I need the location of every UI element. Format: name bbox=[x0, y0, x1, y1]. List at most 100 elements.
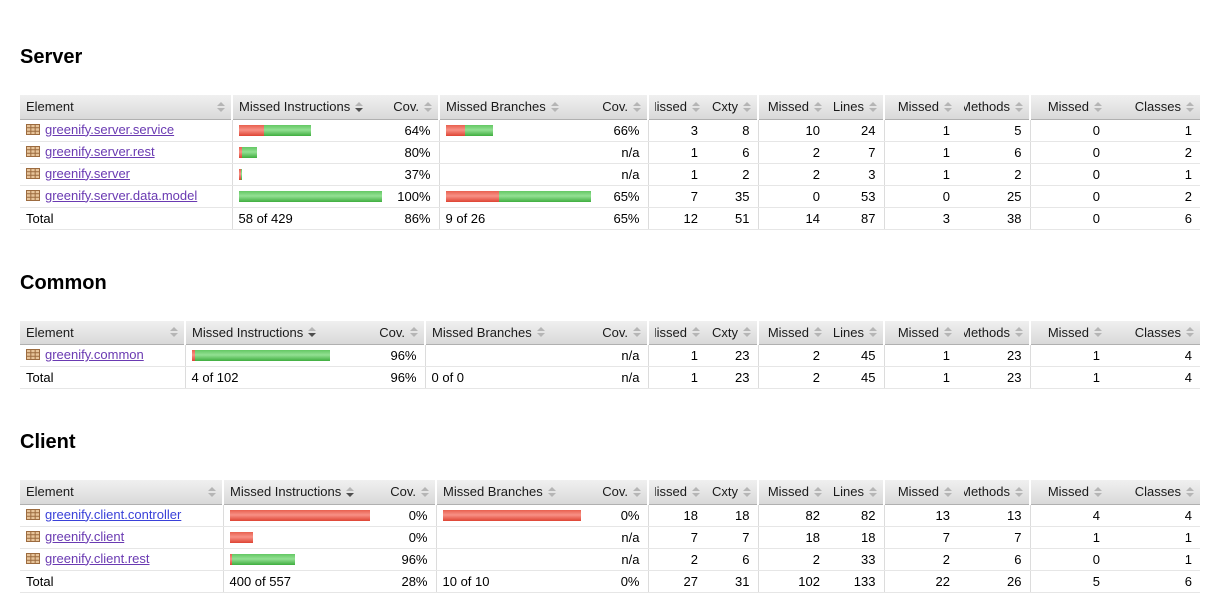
lines: 3 bbox=[828, 163, 884, 186]
classes: 2 bbox=[1108, 185, 1200, 208]
missed-methods: 1 bbox=[883, 141, 958, 164]
col-header-lines[interactable]: Lines bbox=[828, 480, 884, 505]
col-header-missed-lines[interactable]: Missed bbox=[757, 480, 828, 505]
missed-methods: 7 bbox=[883, 526, 958, 549]
instructions-bar-cell bbox=[184, 344, 363, 367]
col-header-methods[interactable]: Methods bbox=[958, 480, 1030, 505]
total-row: Total 4 of 102 96% 0 of 0 n/a 1 23 2 45 … bbox=[20, 366, 1200, 389]
missed-cxty: 7 bbox=[647, 185, 706, 208]
sort-icon bbox=[814, 327, 822, 338]
col-header-element[interactable]: Element bbox=[20, 480, 223, 505]
missed-lines: 18 bbox=[757, 526, 828, 549]
col-header-instruction-cov[interactable]: Cov. bbox=[382, 95, 439, 120]
branches-bar-cell bbox=[438, 163, 591, 186]
missed-lines: 2 bbox=[757, 141, 828, 164]
package-link[interactable]: greenify.client bbox=[45, 528, 125, 544]
col-header-branch-cov[interactable]: Cov. bbox=[583, 320, 648, 345]
col-header-branch-cov[interactable]: Cov. bbox=[591, 480, 648, 505]
covered-bar bbox=[263, 124, 311, 136]
package-link[interactable]: greenify.server.data.model bbox=[45, 187, 198, 203]
missed-classes: 0 bbox=[1029, 141, 1108, 164]
total-missed-lines: 14 bbox=[757, 207, 828, 230]
col-header-cxty[interactable]: Cxty bbox=[706, 480, 758, 505]
col-header-missed-methods[interactable]: Missed bbox=[883, 95, 958, 120]
col-header-missed-instructions[interactable]: Missed Instructions bbox=[184, 320, 363, 345]
package-icon bbox=[26, 508, 40, 524]
col-header-methods[interactable]: Methods bbox=[958, 320, 1030, 345]
coverage-table-common: Element Missed Instructions Cov. Missed … bbox=[20, 320, 1200, 389]
total-methods: 26 bbox=[958, 570, 1030, 593]
col-header-missed-lines[interactable]: Missed bbox=[757, 320, 828, 345]
package-icon bbox=[26, 530, 40, 546]
sort-icon bbox=[944, 101, 952, 112]
package-link[interactable]: greenify.common bbox=[45, 347, 144, 362]
col-header-missed-classes[interactable]: Missed bbox=[1029, 95, 1108, 120]
col-header-element[interactable]: Element bbox=[20, 320, 185, 345]
sort-icon bbox=[633, 327, 641, 338]
sort-icon bbox=[1015, 486, 1023, 497]
package-link[interactable]: greenify.server.service bbox=[45, 121, 175, 137]
col-header-missed-methods[interactable]: Missed bbox=[883, 480, 958, 505]
col-header-methods[interactable]: Methods bbox=[958, 95, 1030, 120]
package-row: greenify.server.data.model 100% 65% 7 35… bbox=[20, 185, 1200, 208]
header-row: Element Missed Instructions Cov. Missed … bbox=[20, 320, 1200, 345]
package-link[interactable]: greenify.server bbox=[45, 165, 131, 181]
col-header-missed-branches[interactable]: Missed Branches bbox=[438, 95, 591, 120]
col-header-missed-instructions[interactable]: Missed Instructions bbox=[222, 480, 378, 505]
col-header-missed-branches[interactable]: Missed Branches bbox=[435, 480, 591, 505]
col-header-missed-instructions[interactable]: Missed Instructions bbox=[231, 95, 382, 120]
col-header-classes[interactable]: Classes bbox=[1108, 95, 1200, 120]
col-header-missed-methods[interactable]: Missed bbox=[883, 320, 958, 345]
instruction-coverage: 80% bbox=[382, 141, 439, 164]
col-header-cxty[interactable]: Cxty bbox=[706, 320, 758, 345]
package-link[interactable]: greenify.server.rest bbox=[45, 143, 155, 159]
cxty: 35 bbox=[706, 185, 758, 208]
missed-cxty: 1 bbox=[647, 163, 706, 186]
missed-methods: 1 bbox=[883, 344, 958, 367]
col-header-classes[interactable]: Classes bbox=[1108, 480, 1200, 505]
section-common: Common Element Missed Instructions Cov. … bbox=[20, 272, 1200, 389]
col-header-missed-classes[interactable]: Missed bbox=[1029, 480, 1108, 505]
package-row: greenify.client 0% n/a 7 7 18 18 7 7 1 1 bbox=[20, 526, 1200, 549]
col-header-instruction-cov[interactable]: Cov. bbox=[363, 320, 425, 345]
instruction-coverage: 100% bbox=[382, 185, 439, 208]
total-missed-instructions: 400 of 557 bbox=[222, 570, 378, 593]
col-header-missed-cxty[interactable]: Missed bbox=[647, 480, 706, 505]
missed-lines: 82 bbox=[757, 504, 828, 527]
package-link[interactable]: greenify.client.controller bbox=[45, 506, 182, 522]
col-header-missed-lines[interactable]: Missed bbox=[757, 95, 828, 120]
instructions-bar-cell bbox=[231, 119, 382, 142]
col-header-branch-cov[interactable]: Cov. bbox=[591, 95, 648, 120]
col-header-cxty[interactable]: Cxty bbox=[706, 95, 758, 120]
total-missed-methods: 22 bbox=[883, 570, 958, 593]
package-icon bbox=[26, 145, 40, 161]
covered-bar bbox=[231, 553, 295, 565]
total-missed-cxty: 1 bbox=[647, 366, 706, 389]
sort-icon bbox=[550, 101, 559, 112]
col-header-missed-cxty[interactable]: Missed bbox=[647, 320, 706, 345]
lines: 53 bbox=[828, 185, 884, 208]
sort-icon bbox=[1094, 327, 1102, 338]
branches-bar-cell bbox=[438, 141, 591, 164]
col-header-classes[interactable]: Classes bbox=[1108, 320, 1200, 345]
col-header-element[interactable]: Element bbox=[20, 95, 232, 120]
total-instruction-coverage: 86% bbox=[382, 207, 439, 230]
cxty: 6 bbox=[706, 548, 758, 571]
sort-icon bbox=[424, 101, 432, 112]
header-row: Element Missed Instructions Cov. Missed … bbox=[20, 480, 1200, 505]
package-link[interactable]: greenify.client.rest bbox=[45, 550, 150, 566]
branches-bar-cell bbox=[438, 119, 591, 142]
col-header-missed-classes[interactable]: Missed bbox=[1029, 320, 1108, 345]
missed-methods: 2 bbox=[883, 548, 958, 571]
sort-icon bbox=[743, 327, 751, 338]
total-label: Total bbox=[20, 570, 223, 593]
col-header-missed-branches[interactable]: Missed Branches bbox=[424, 320, 583, 345]
col-header-instruction-cov[interactable]: Cov. bbox=[378, 480, 436, 505]
total-missed-cxty: 27 bbox=[647, 570, 706, 593]
col-header-lines[interactable]: Lines bbox=[828, 320, 884, 345]
sort-icon bbox=[692, 486, 700, 497]
col-header-lines[interactable]: Lines bbox=[828, 95, 884, 120]
missed-bar bbox=[238, 168, 241, 180]
col-header-missed-cxty[interactable]: Missed bbox=[647, 95, 706, 120]
branch-coverage: 0% bbox=[591, 504, 648, 527]
